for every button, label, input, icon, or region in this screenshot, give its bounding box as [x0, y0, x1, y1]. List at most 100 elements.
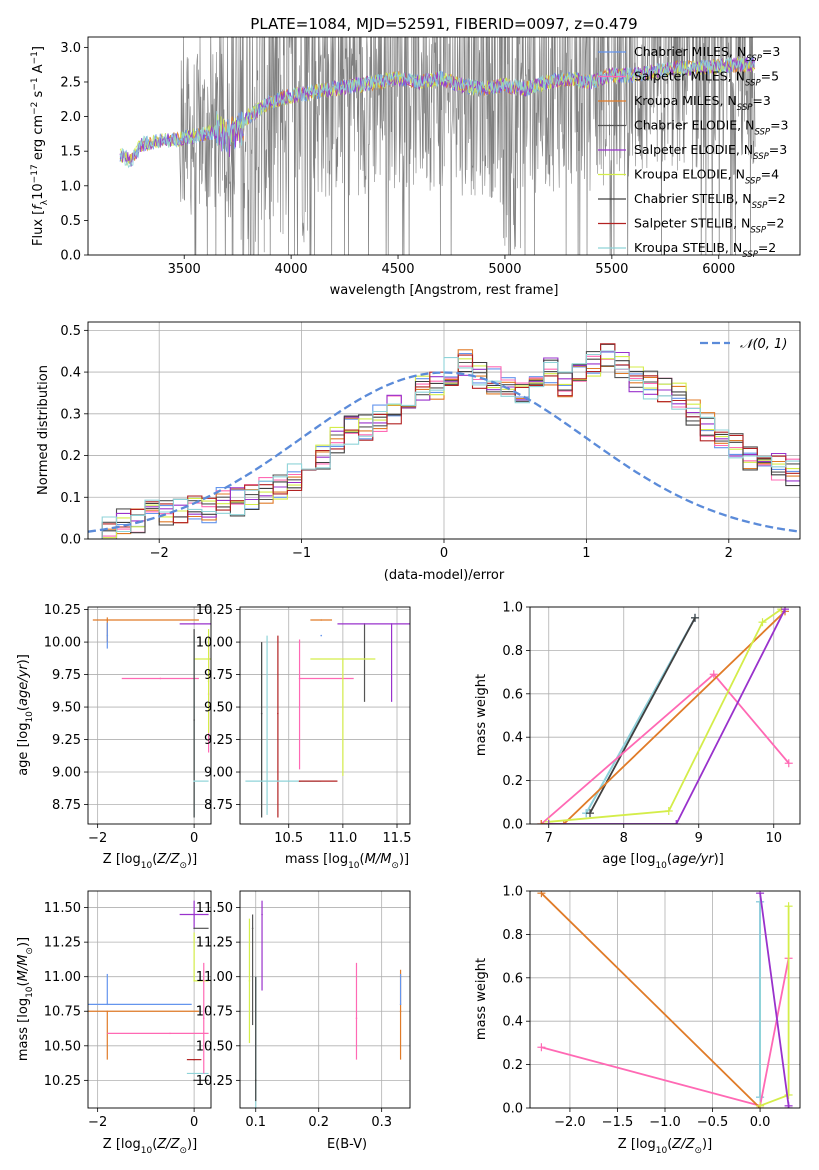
mass-ylabel: mass [log10(M/M⊙)] — [16, 937, 35, 1061]
spectrum-ylabel: Flux [fλ10−17 erg cm−2 s−1 A−1] — [30, 46, 50, 246]
errorbar-point — [106, 634, 109, 637]
massweight-age-xlabel-part: log — [636, 852, 656, 867]
massweight-Z-xlabel-part: 10 — [656, 1146, 668, 1156]
errorbar-point — [106, 619, 109, 621]
age_vs_Z-ytick-label: 9.50 — [52, 701, 81, 716]
legend-sub: SSP — [742, 250, 758, 260]
errorbar-point — [202, 1017, 205, 1019]
massweight-line — [541, 610, 786, 824]
massweight_vs_age-ytick-label: 0.6 — [502, 687, 523, 702]
age-ylabel-part: age [ — [16, 742, 31, 775]
age-Z-xlabel-part: Z [ — [103, 852, 121, 867]
errorbar-point — [248, 980, 251, 982]
age_vs_Z-ytick-label: 9.75 — [52, 668, 81, 683]
mass-Z-xlabel: Z [log10(Z/Z⊙)] — [103, 1137, 197, 1156]
legend-entry: Salpeter MILES, NSSP=5 — [634, 69, 779, 89]
age_vs_mass-frame — [239, 606, 411, 825]
legend-sub: SSP — [737, 103, 753, 113]
age_vs_Z-xtick-label: −2 — [88, 831, 107, 846]
mass-ylabel-part: ⊙ — [25, 947, 35, 955]
residuals-data — [88, 343, 800, 539]
massweight-Z-xlabel-part: log — [636, 1137, 656, 1152]
legend-entry: Chabrier STELIB, NSSP=2 — [634, 191, 786, 211]
mass-Z-xlabel-part: )] — [187, 1137, 197, 1152]
spectrum-ylabel-part: −2 — [30, 102, 40, 115]
residuals-ytick-label: 0.1 — [60, 491, 81, 506]
spectrum-xtick-label: 3500 — [168, 262, 201, 277]
mass_vs_ebv-ytick-label: 11.50 — [196, 901, 233, 916]
age_vs_mass-data — [245, 619, 410, 818]
age_vs_mass-ytick-label: 8.75 — [204, 798, 233, 813]
residuals-xtick-label: 1 — [582, 546, 590, 561]
massweight_vs_Z-xtick-label: −2.0 — [554, 1115, 586, 1130]
errorbar-point — [193, 927, 195, 930]
age_vs_mass-xtick-label: 10.5 — [274, 831, 303, 846]
massweight_vs_Z-data — [537, 891, 793, 1108]
massweight_vs_age-data — [537, 607, 793, 824]
age-Z-xlabel-part: Z/Z — [156, 852, 180, 867]
age_vs_mass-xtick-label: 11.5 — [383, 831, 412, 846]
legend-label: Salpeter ELODIE, N — [634, 142, 753, 157]
legend-suffix: =3 — [769, 142, 787, 157]
legend-sub: SSP — [752, 201, 768, 211]
errorbar-point — [399, 1010, 402, 1013]
mass_vs_Z-ytick-label: 10.50 — [44, 1039, 81, 1054]
age-ylabel-part: ( — [16, 706, 31, 711]
errorbar-point — [320, 619, 323, 621]
errorbar-point — [251, 927, 254, 930]
spectrum-ytick-label: 2.5 — [60, 75, 81, 90]
mass-Z-xlabel-part: ⊙ — [179, 1146, 187, 1156]
legend-suffix: =3 — [752, 93, 770, 108]
mass-ylabel-part: log — [16, 998, 31, 1018]
massweight_vs_age-ytick-label: 1.0 — [502, 601, 523, 616]
errorbar-point — [207, 680, 210, 682]
massweight-Z-xlabel-part: Z [ — [618, 1137, 636, 1152]
massweight_vs_Z-xtick-label: −1.0 — [649, 1115, 681, 1130]
legend-entry: Chabrier ELODIE, NSSP=3 — [634, 118, 789, 138]
histogram-step — [88, 350, 800, 539]
massweight_vs_Z-ytick-label: 0.8 — [502, 928, 523, 943]
age_vs_mass-ytick-label: 9.25 — [204, 733, 233, 748]
mass-Z-xlabel-part: Z/Z — [156, 1137, 180, 1152]
spectrum-xlabel: wavelength [Angstrom, rest frame] — [330, 283, 559, 298]
plot-layer: 3500 4000 4500 5000 5500 6000 0.0 0.5 1.0 1.5 2.0 2… — [16, 36, 801, 1156]
legend-suffix: =3 — [762, 44, 780, 59]
massweight-age-ylabel: mass weight — [474, 674, 489, 756]
legend-label: Kroupa STELIB, N — [634, 240, 742, 255]
residuals-xtick-label: −2 — [150, 546, 169, 561]
age_vs_Z-axes: −2 0 8.75 9.00 9.25 9.50 9.75 10.00 10.25 — [44, 603, 211, 846]
mass_vs_ebv-ytick-label: 11.00 — [196, 970, 233, 985]
gaussian-curve — [88, 371, 800, 533]
residuals-ytick-label: 0.3 — [60, 407, 81, 422]
massweight-Z-ylabel: mass weight — [474, 958, 489, 1040]
spectrum-model-line — [119, 57, 756, 167]
spectrum-xtick-label: 6000 — [702, 262, 735, 277]
massweight-Z-xlabel-part: ( — [667, 1137, 672, 1152]
massweight_vs_age-xtick-label: 7 — [545, 831, 553, 846]
errorbar-point — [106, 1010, 109, 1013]
massweight_vs_Z-ytick-label: 0.4 — [502, 1015, 523, 1030]
errorbar-point — [159, 677, 162, 680]
massweight_vs_age-ytick-label: 0.2 — [502, 774, 523, 789]
massweight_vs_age-ytick-label: 0.0 — [502, 818, 523, 833]
mass-Z-xlabel-part: 10 — [141, 1146, 153, 1156]
legend-sub: SSP — [745, 177, 761, 187]
legend-label: Chabrier MILES, N — [634, 44, 746, 59]
errorbar-point — [193, 913, 195, 916]
errorbar-point — [261, 913, 263, 916]
spectrum-data-line — [119, 37, 756, 255]
spectrum-model-line — [119, 56, 756, 169]
massweight-age-xlabel-part: age/yr — [672, 852, 715, 867]
legend-entry: Salpeter ELODIE, NSSP=3 — [634, 142, 787, 162]
errorbar-point — [169, 1032, 171, 1035]
age-ylabel-part: )] — [16, 654, 31, 664]
massweight_vs_Z-xtick-label: −1.5 — [602, 1115, 634, 1130]
spectrum-ytick-label: 3.0 — [60, 41, 81, 56]
histogram-step — [88, 356, 800, 539]
spectrum-ytick-label: 0.0 — [60, 249, 81, 264]
residuals-frame — [87, 321, 801, 540]
age-Z-xlabel: Z [log10(Z/Z⊙)] — [103, 852, 197, 871]
mass-Z-xlabel-part: log — [121, 1137, 141, 1152]
residuals-ytick-label: 0.5 — [60, 324, 81, 339]
